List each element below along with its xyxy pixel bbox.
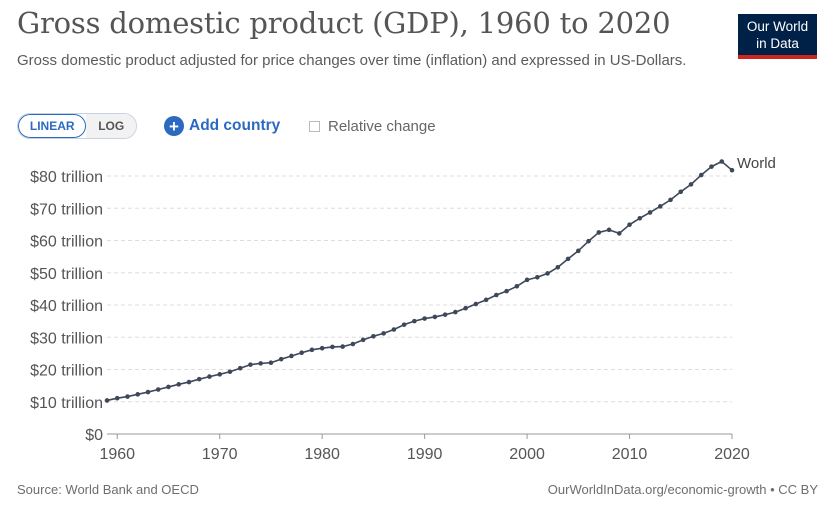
data-point bbox=[258, 361, 263, 366]
data-point bbox=[299, 350, 304, 356]
data-point bbox=[514, 283, 520, 289]
data-point bbox=[278, 356, 284, 362]
add-country-label: Add country bbox=[189, 117, 281, 134]
y-tick-label: $0 bbox=[85, 427, 103, 444]
data-point bbox=[637, 215, 643, 221]
data-point bbox=[657, 204, 663, 209]
data-point bbox=[535, 274, 540, 280]
data-point bbox=[176, 382, 182, 387]
scale-toggle: LINEAR LOG bbox=[17, 113, 137, 139]
x-tick-label: 2020 bbox=[714, 446, 750, 463]
data-point bbox=[401, 322, 407, 327]
owid-logo[interactable]: Our World in Data bbox=[738, 14, 817, 59]
data-point bbox=[207, 374, 212, 379]
y-tick-label: $70 trillion bbox=[30, 201, 103, 218]
add-country-button[interactable]: + Add country bbox=[164, 113, 280, 139]
x-tick-label: 1990 bbox=[407, 446, 443, 463]
data-point bbox=[196, 376, 202, 382]
data-point bbox=[616, 231, 622, 236]
data-point bbox=[473, 301, 479, 307]
data-point bbox=[135, 392, 141, 397]
data-point bbox=[709, 164, 714, 169]
data-point bbox=[442, 312, 448, 317]
data-point bbox=[289, 353, 294, 359]
chart-title: Gross domestic product (GDP), 1960 to 20… bbox=[17, 6, 671, 40]
attribution-link[interactable]: OurWorldInData.org/economic-growth • CC … bbox=[547, 482, 818, 497]
data-point bbox=[494, 292, 499, 298]
data-point bbox=[432, 314, 438, 320]
data-point bbox=[576, 248, 581, 254]
logo-line-2: in Data bbox=[756, 36, 799, 51]
data-point bbox=[125, 394, 130, 399]
data-point bbox=[453, 309, 458, 315]
chart-subtitle: Gross domestic product adjusted for pric… bbox=[17, 52, 687, 69]
data-point bbox=[586, 238, 591, 244]
data-point bbox=[186, 379, 192, 385]
data-point bbox=[412, 318, 417, 324]
data-point bbox=[166, 384, 171, 390]
logo-line-1: Our World bbox=[746, 19, 809, 34]
data-point bbox=[483, 297, 489, 303]
data-point bbox=[627, 222, 632, 227]
data-point bbox=[114, 395, 120, 401]
data-point bbox=[422, 316, 427, 321]
y-tick-label: $80 trillion bbox=[30, 169, 103, 186]
relative-change-toggle[interactable]: Relative change bbox=[309, 113, 436, 139]
x-tick-label: 1960 bbox=[99, 446, 135, 463]
data-point bbox=[729, 167, 735, 173]
data-point bbox=[545, 271, 550, 276]
y-tick-label: $50 trillion bbox=[30, 266, 103, 283]
x-tick-label: 2010 bbox=[612, 446, 648, 463]
data-point bbox=[504, 288, 509, 294]
data-point bbox=[719, 159, 725, 164]
relative-change-label: Relative change bbox=[328, 117, 436, 135]
data-point bbox=[155, 387, 161, 392]
y-tick-label: $30 trillion bbox=[30, 330, 103, 347]
y-tick-label: $10 trillion bbox=[30, 395, 103, 412]
data-point bbox=[678, 189, 684, 195]
data-point bbox=[227, 369, 233, 375]
plus-circle-icon: + bbox=[164, 116, 184, 136]
gdp-line-chart: $0 $10 trillion $20 trillion $30 trillion $4… bbox=[30, 155, 776, 463]
data-point bbox=[606, 227, 612, 233]
data-point bbox=[463, 305, 468, 311]
data-point bbox=[340, 344, 345, 349]
x-tick-label: 2000 bbox=[509, 446, 545, 463]
y-tick-label: $60 trillion bbox=[30, 234, 103, 251]
data-point bbox=[688, 182, 694, 187]
data-point bbox=[350, 341, 356, 347]
data-point bbox=[698, 172, 704, 178]
linear-scale-button[interactable]: LINEAR bbox=[18, 114, 87, 138]
x-tick-label: 1980 bbox=[304, 446, 340, 463]
data-point bbox=[309, 347, 315, 353]
data-point bbox=[381, 331, 386, 336]
data-point bbox=[565, 256, 571, 262]
series-line-world bbox=[106, 160, 733, 402]
data-point bbox=[268, 360, 274, 366]
data-point bbox=[104, 398, 110, 403]
source-note[interactable]: Source: World Bank and OECD bbox=[17, 482, 199, 497]
data-point bbox=[360, 337, 366, 343]
data-point bbox=[524, 277, 530, 283]
series-label-world: World bbox=[737, 155, 776, 172]
data-point bbox=[371, 333, 376, 339]
x-tick-label: 1970 bbox=[202, 446, 238, 463]
data-point bbox=[330, 344, 335, 350]
data-point bbox=[647, 210, 653, 215]
data-point bbox=[217, 372, 223, 377]
data-point bbox=[596, 230, 602, 235]
data-point bbox=[145, 389, 151, 395]
data-point bbox=[555, 264, 561, 270]
data-point bbox=[248, 362, 253, 367]
data-point bbox=[391, 327, 397, 332]
data-point bbox=[319, 345, 325, 351]
data-point bbox=[668, 197, 673, 203]
y-tick-label: $20 trillion bbox=[30, 363, 103, 380]
log-scale-button[interactable]: LOG bbox=[86, 114, 136, 138]
data-point bbox=[237, 365, 243, 371]
y-tick-label: $40 trillion bbox=[30, 298, 103, 315]
relative-change-checkbox[interactable] bbox=[309, 120, 320, 132]
